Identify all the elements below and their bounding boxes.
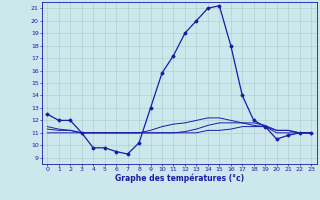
X-axis label: Graphe des températures (°c): Graphe des températures (°c) xyxy=(115,173,244,183)
